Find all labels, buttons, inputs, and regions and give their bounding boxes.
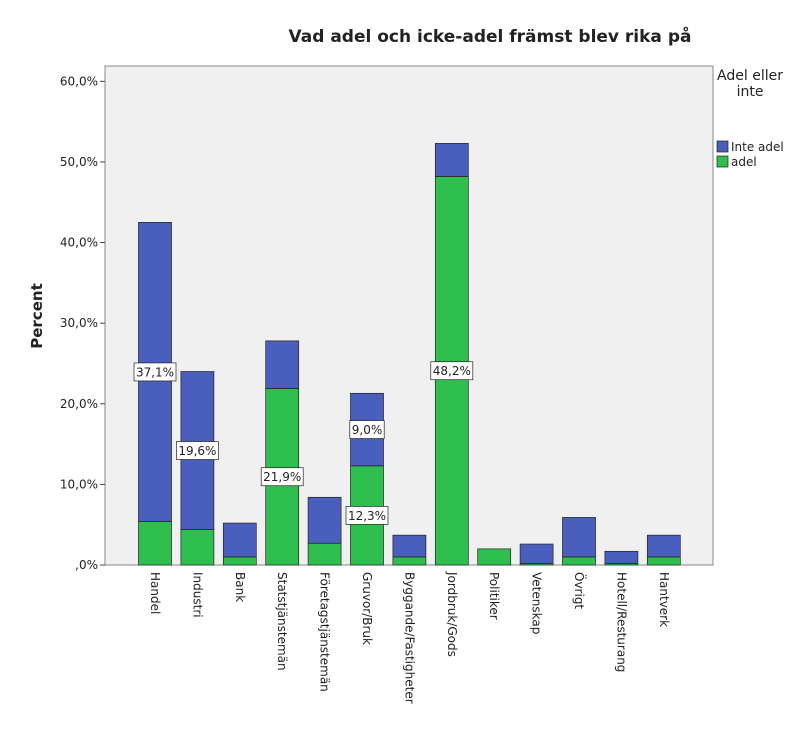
legend-label: adel (731, 155, 757, 169)
y-tick-label: ,0% (75, 558, 98, 572)
legend-title: Adel eller inte (717, 68, 783, 100)
x-tick-label: Handel (148, 572, 162, 614)
x-tick-label: Byggande/Fastigheter (402, 572, 416, 704)
bar-segment (138, 521, 172, 566)
bar-segment (222, 556, 257, 566)
bar-segment (307, 542, 342, 566)
x-tick-label: Hotell/Resturang (614, 572, 628, 672)
x-tick-label: Jordbruk/Gods (445, 571, 459, 657)
x-tick-label: Gruvor/Bruk (360, 572, 374, 645)
bar-segment (562, 556, 596, 566)
x-tick-label: Bank (233, 572, 247, 602)
legend-swatch (716, 140, 729, 153)
value-label: 37,1% (136, 365, 174, 379)
value-label-box (260, 467, 304, 487)
x-tick-label: Industri (190, 572, 204, 618)
x-tick-label: Vetenskap (530, 572, 544, 634)
y-tick-label: 10,0% (60, 477, 98, 491)
value-label-box (349, 420, 385, 439)
value-label: 9,0% (352, 423, 383, 437)
value-label-box (176, 441, 219, 460)
x-tick-label: Övrigt (572, 572, 588, 609)
bar-segment (604, 550, 639, 564)
value-label: 12,3% (348, 509, 386, 523)
value-label: 21,9% (263, 470, 301, 484)
bar-segment (519, 543, 554, 564)
y-tick-label: 50,0% (60, 155, 98, 169)
y-tick-label: 30,0% (60, 316, 98, 330)
value-label-box (430, 361, 474, 381)
chart-title: Vad adel och icke-adel främst blev rika … (289, 25, 692, 47)
value-label: 48,2% (433, 364, 471, 378)
bar-segment (434, 143, 469, 177)
bar-segment (307, 496, 342, 544)
y-tick-label: 40,0% (60, 236, 98, 250)
value-label-box (133, 362, 177, 382)
value-label-box (345, 506, 389, 525)
y-axis-label: Percent (28, 283, 46, 348)
y-tick-label: 20,0% (60, 397, 98, 411)
x-tick-label: Företagstjänstemän (318, 572, 332, 692)
bar-segment (392, 556, 427, 566)
bar-segment (646, 556, 681, 566)
x-tick-label: Statstjänstemän (275, 572, 289, 671)
bar-segment (562, 517, 596, 558)
legend-label: Inte adel (731, 140, 784, 154)
bar-segment (180, 529, 215, 566)
bar-segment (646, 534, 681, 558)
legend-swatch (716, 155, 729, 168)
y-tick-label: 60,0% (60, 74, 98, 88)
bar-segment (222, 522, 257, 558)
value-label: 19,6% (178, 444, 216, 458)
bar-segment (265, 340, 300, 389)
bar-segment (477, 548, 512, 566)
x-tick-label: Politiker (487, 572, 501, 620)
bar-segment (392, 534, 427, 558)
x-tick-label: Hantverk (657, 572, 671, 627)
